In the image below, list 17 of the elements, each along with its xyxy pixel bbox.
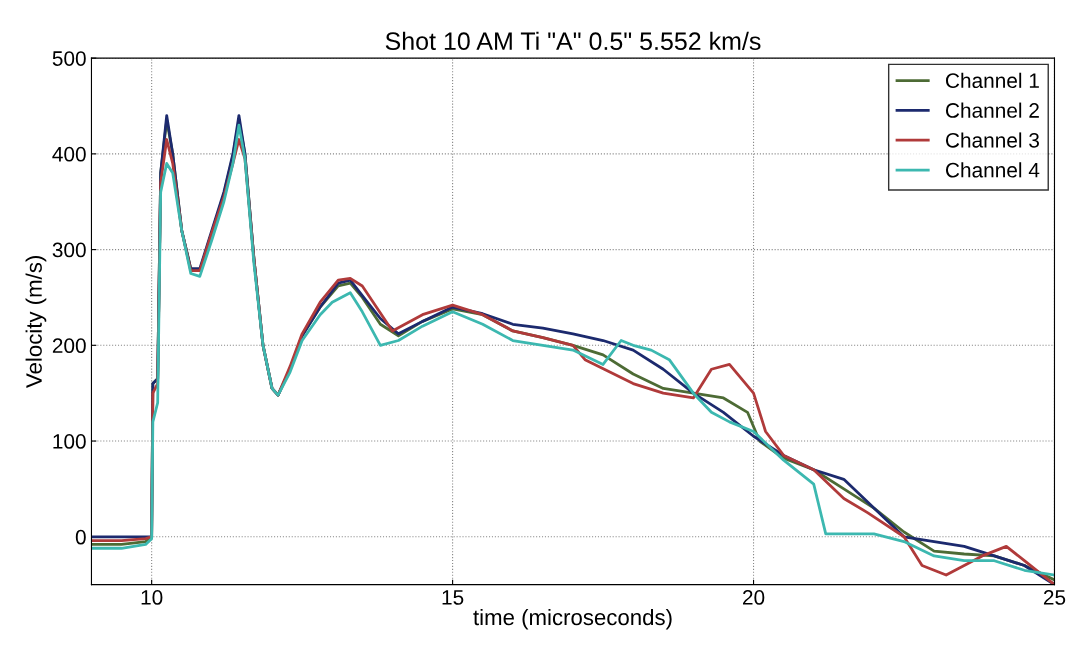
x-tick-label: 10 bbox=[141, 590, 163, 605]
legend-label: Channel 3 bbox=[945, 132, 1039, 148]
y-tick-label: 200 bbox=[52, 338, 86, 354]
x-tick-label: 20 bbox=[743, 590, 765, 605]
legend-label: Channel 2 bbox=[945, 102, 1039, 118]
x-axis-title: time (microseconds) bbox=[473, 608, 672, 630]
chart-title: Shot 10 AM Ti "A" 0.5" 5.552 km/s bbox=[385, 31, 761, 51]
legend-label: Channel 1 bbox=[945, 72, 1039, 89]
y-tick-label: 0 bbox=[75, 529, 86, 545]
x-tick-label: 15 bbox=[442, 590, 464, 605]
y-tick-label: 500 bbox=[52, 51, 86, 66]
x-tick-label: 25 bbox=[1043, 590, 1066, 605]
y-tick-label: 100 bbox=[53, 434, 86, 449]
legend-label: Channel 4 bbox=[945, 162, 1040, 178]
y-tick-label: 300 bbox=[52, 242, 86, 258]
y-tick-label: 400 bbox=[52, 146, 86, 162]
y-axis-title: Velocity (m/s) bbox=[25, 256, 47, 388]
